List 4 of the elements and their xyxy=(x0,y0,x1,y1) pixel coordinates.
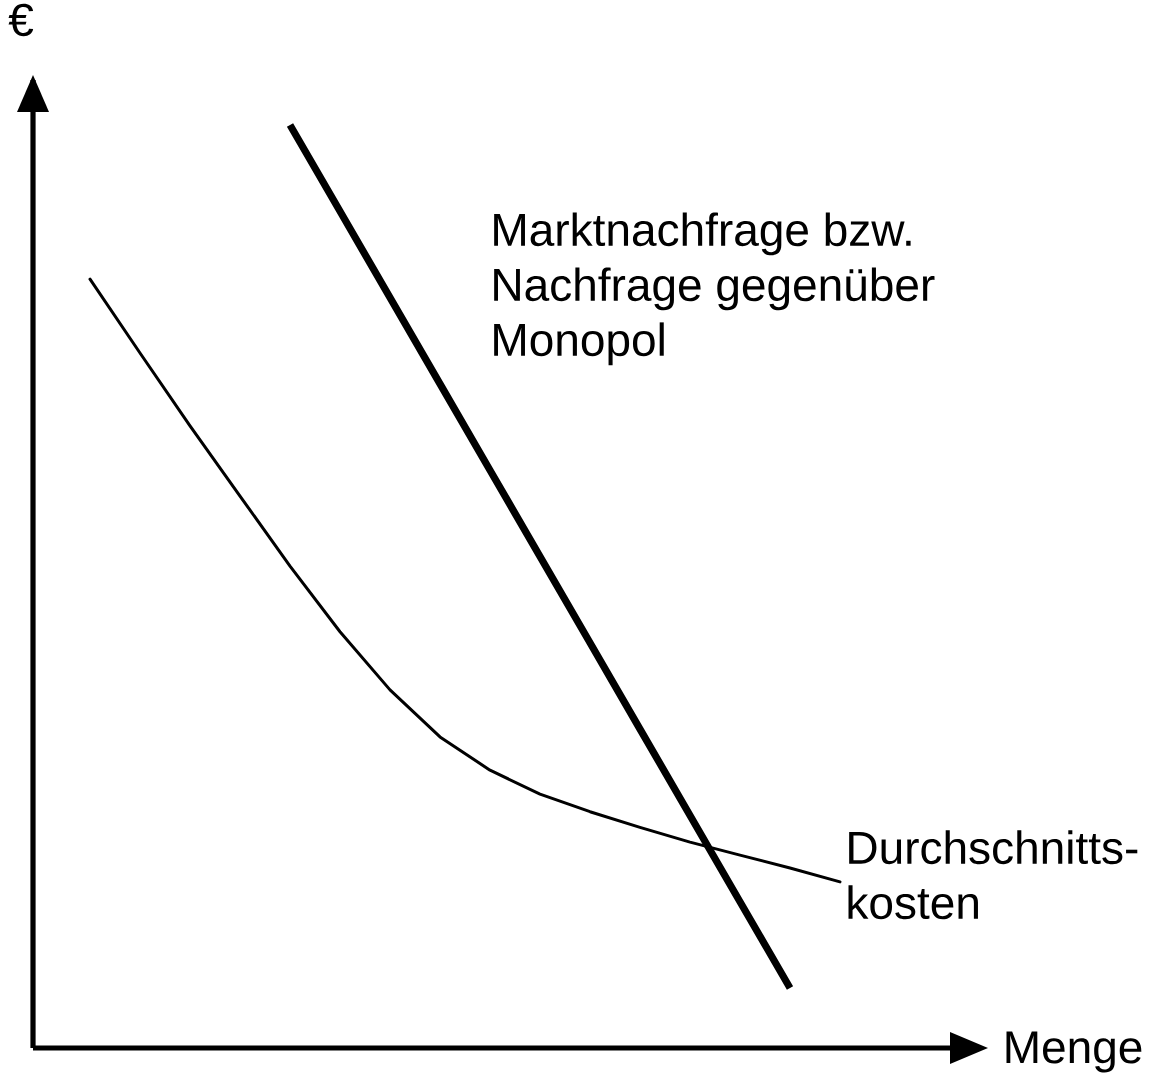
series-label: Durchschnitts-kosten xyxy=(848,830,1138,920)
y-axis-title: € xyxy=(8,3,34,37)
x-axis-title: Menge xyxy=(1006,1031,1142,1073)
series-label: Marktnachfrage bzw. Nachfrage gegenüber Monopol xyxy=(494,212,935,366)
